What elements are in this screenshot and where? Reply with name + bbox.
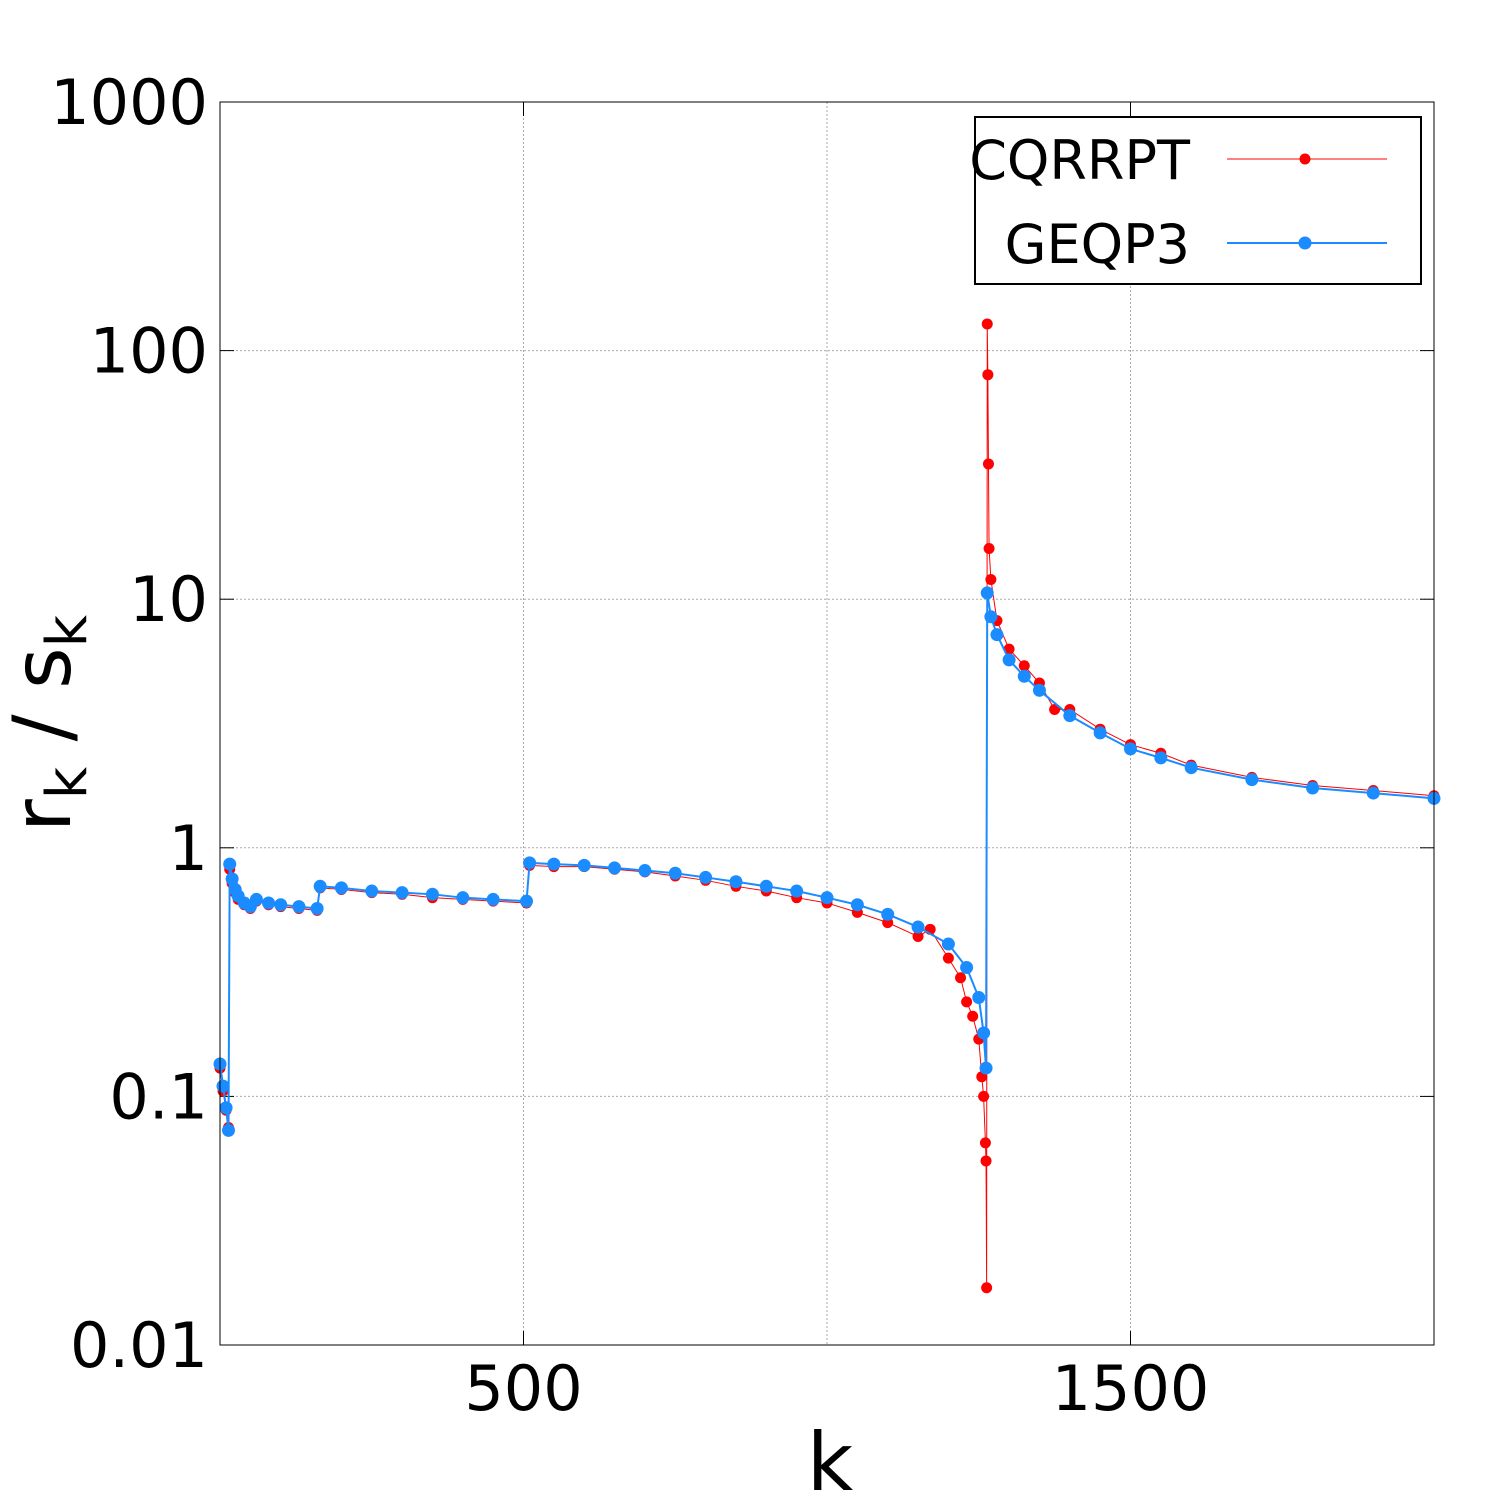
data-point bbox=[982, 458, 994, 470]
y-tick-label: 100 bbox=[90, 315, 208, 388]
data-point bbox=[1032, 683, 1046, 697]
data-point bbox=[1184, 761, 1198, 775]
legend-label: CQRRPT bbox=[969, 129, 1191, 192]
data-point bbox=[225, 872, 239, 886]
data-point bbox=[292, 900, 306, 914]
data-point bbox=[547, 857, 561, 871]
data-point bbox=[274, 898, 288, 912]
data-point bbox=[977, 1026, 991, 1040]
data-point bbox=[1063, 709, 1077, 723]
data-point bbox=[961, 996, 973, 1008]
data-point bbox=[979, 1137, 991, 1149]
legend-marker bbox=[1298, 236, 1312, 250]
data-point bbox=[981, 1282, 993, 1294]
data-point bbox=[881, 907, 895, 921]
data-point bbox=[699, 870, 713, 884]
data-point bbox=[262, 896, 276, 910]
data-point bbox=[1124, 742, 1137, 756]
data-point bbox=[334, 881, 348, 895]
data-point bbox=[990, 628, 1004, 642]
data-point bbox=[979, 1061, 993, 1075]
x-tick-label: 500 bbox=[464, 1352, 582, 1425]
data-point bbox=[1003, 643, 1015, 655]
data-point bbox=[980, 586, 994, 600]
data-point bbox=[985, 574, 997, 586]
data-point bbox=[955, 972, 967, 984]
data-point bbox=[978, 1090, 990, 1102]
legend-marker bbox=[1299, 153, 1311, 165]
y-axis-label-part: r bbox=[0, 799, 89, 832]
x-tick-label: 1500 bbox=[1052, 1352, 1210, 1425]
data-point bbox=[912, 930, 924, 942]
data-point bbox=[395, 886, 409, 900]
data-point bbox=[668, 866, 682, 880]
data-point bbox=[1002, 653, 1016, 667]
data-point bbox=[967, 1010, 979, 1022]
data-point bbox=[523, 856, 537, 870]
y-axis-label-part: s bbox=[0, 647, 89, 689]
data-point bbox=[577, 858, 591, 872]
data-point bbox=[983, 542, 995, 554]
data-point bbox=[981, 318, 993, 330]
y-axis-label-part: k bbox=[35, 614, 100, 647]
y-tick-label: 0.1 bbox=[109, 1060, 208, 1133]
data-point bbox=[984, 610, 998, 624]
data-point bbox=[638, 864, 652, 878]
y-tick-label: 0.01 bbox=[70, 1309, 208, 1382]
data-point bbox=[249, 892, 263, 906]
data-point bbox=[1306, 781, 1320, 795]
x-axis-label: k bbox=[807, 1416, 854, 1500]
data-point bbox=[941, 937, 955, 951]
data-point bbox=[313, 879, 327, 893]
y-tick-label: 1 bbox=[169, 812, 208, 885]
y-tick-label: 1000 bbox=[50, 66, 208, 139]
data-point bbox=[1154, 751, 1168, 765]
y-axis-label-part: / bbox=[0, 689, 89, 767]
data-point bbox=[972, 990, 986, 1004]
data-point bbox=[219, 1101, 233, 1115]
data-point bbox=[1093, 726, 1107, 740]
data-point bbox=[1049, 704, 1061, 716]
data-point bbox=[729, 875, 743, 889]
legend-label: GEQP3 bbox=[1005, 213, 1190, 276]
y-axis-label-part: k bbox=[35, 766, 100, 799]
data-point bbox=[221, 1123, 235, 1137]
data-point bbox=[608, 861, 622, 875]
data-point bbox=[216, 1079, 230, 1093]
data-point bbox=[1245, 773, 1259, 787]
data-point bbox=[911, 920, 925, 934]
data-point bbox=[820, 891, 834, 905]
data-point bbox=[850, 898, 864, 912]
data-point bbox=[1017, 669, 1031, 683]
data-point bbox=[223, 857, 237, 871]
data-point bbox=[1018, 660, 1030, 672]
data-point bbox=[1366, 786, 1380, 800]
data-point bbox=[456, 891, 470, 905]
data-point bbox=[310, 901, 324, 915]
data-point bbox=[365, 884, 379, 898]
data-point bbox=[520, 894, 534, 908]
data-point bbox=[960, 960, 974, 974]
data-point bbox=[942, 952, 954, 964]
data-point bbox=[425, 887, 439, 901]
legend-box bbox=[974, 116, 1422, 285]
data-point bbox=[980, 1155, 992, 1167]
y-axis-label: rk / sk bbox=[0, 614, 100, 832]
series-line bbox=[219, 592, 1435, 1131]
data-point bbox=[759, 879, 773, 893]
data-point bbox=[982, 369, 994, 381]
data-point bbox=[790, 884, 804, 898]
plot-frame bbox=[219, 101, 1435, 1346]
y-tick-label: 10 bbox=[129, 563, 208, 636]
data-point bbox=[486, 892, 500, 906]
